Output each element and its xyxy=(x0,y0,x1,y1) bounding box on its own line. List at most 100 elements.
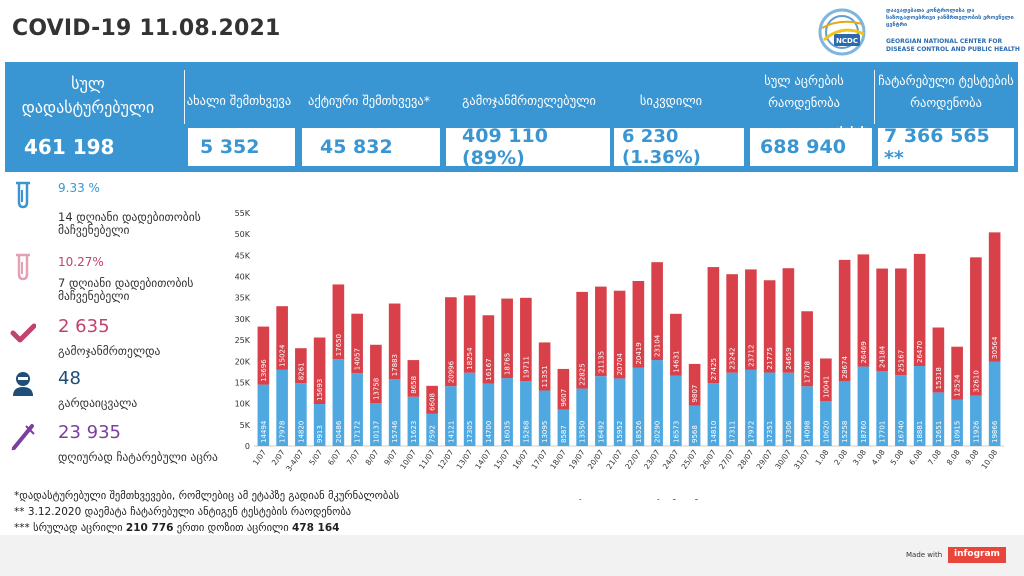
legend-label-antigen: დღიური ანტიგენი xyxy=(634,498,703,500)
vaccinated-day-caption: დღიურად ჩატარებული აცრა xyxy=(58,450,218,464)
vaccinations-value: 688 940 xyxy=(750,128,872,166)
bar-pcr xyxy=(913,366,926,446)
bar-antigen xyxy=(276,306,288,370)
data-label-pcr: 17701 xyxy=(879,421,887,443)
bar-antigen xyxy=(838,259,851,382)
data-label-pcr: 15268 xyxy=(522,421,530,443)
y-tick-label: 0 xyxy=(245,442,250,451)
x-tick-label: 7/07 xyxy=(345,448,362,467)
bar-antigen xyxy=(332,284,345,360)
data-label-antigen: 24184 xyxy=(879,345,887,368)
y-tick-label: 30K xyxy=(235,315,251,324)
x-tick-label: 2.08 xyxy=(832,448,849,467)
logo-badge: NCDC xyxy=(836,37,858,45)
deaths-day-caption: გარდაიცვალა xyxy=(58,396,138,410)
bar-antigen xyxy=(351,313,363,374)
data-label-pcr: 19866 xyxy=(991,420,999,443)
data-label-antigen: 20996 xyxy=(447,360,455,383)
bar-antigen xyxy=(688,363,701,406)
bar-antigen xyxy=(857,254,870,367)
y-tick-label: 20K xyxy=(235,357,251,366)
bar-pcr xyxy=(707,383,720,446)
footnote-vaccination: *** სრულად აცრილი 210 776 ერთი დოზით აცრ… xyxy=(14,522,339,534)
data-label-antigen: 8261 xyxy=(297,362,305,380)
x-tick-label: 19/07 xyxy=(567,448,587,471)
deaths-day-value: 48 xyxy=(58,368,81,389)
bar-pcr xyxy=(295,383,307,446)
data-label-pcr: 13550 xyxy=(579,421,587,443)
data-label-antigen: 11351 xyxy=(541,365,549,387)
x-tick-label: 2/07 xyxy=(270,448,287,467)
total-confirmed-label: სულ დადასტურებული xyxy=(8,72,168,120)
bar-pcr xyxy=(388,379,401,446)
x-tick-label: 22/07 xyxy=(623,448,643,471)
bar-pcr xyxy=(351,373,363,446)
x-tick-label: 3.08 xyxy=(851,448,868,467)
bar-antigen xyxy=(895,268,907,376)
bar-antigen xyxy=(463,295,476,373)
data-label-antigen: 23712 xyxy=(747,345,755,367)
x-tick-label: 1.08 xyxy=(814,448,831,467)
bar-antigen xyxy=(801,311,813,387)
footnote-vacc-full: 210 776 xyxy=(125,522,174,534)
data-label-antigen: 21775 xyxy=(766,347,774,369)
data-label-pcr: 17972 xyxy=(747,421,755,443)
bar-antigen xyxy=(820,358,832,402)
x-tick-label: 21/07 xyxy=(604,448,624,471)
data-label-antigen: 21135 xyxy=(597,351,605,373)
bar-pcr xyxy=(501,378,513,446)
banner-divider xyxy=(184,70,185,124)
data-label-pcr: 14820 xyxy=(297,421,305,443)
y-tick-label: 40K xyxy=(235,273,251,282)
bar-pcr xyxy=(370,403,382,446)
data-label-pcr: 18526 xyxy=(635,420,643,443)
x-tick-label: 15/07 xyxy=(492,448,512,471)
x-tick-label: 13/07 xyxy=(454,448,474,471)
x-tick-label: 10.08 xyxy=(980,448,1000,471)
infogram-link[interactable]: infogram xyxy=(948,547,1006,563)
bar-antigen xyxy=(426,385,438,414)
data-label-antigen: 14631 xyxy=(672,351,680,373)
data-label-pcr: 14121 xyxy=(447,421,455,443)
tests-value: 7 366 565 ** xyxy=(878,125,1014,169)
footnote-vacc-mid: ერთი დოზით აცრილი xyxy=(173,522,292,534)
vaccinations-label-line2: რაოდენობა xyxy=(768,95,840,110)
bar-pcr xyxy=(763,372,776,446)
bar-pcr xyxy=(407,396,420,446)
y-tick-label: 45K xyxy=(235,251,251,260)
x-tick-label: 30/07 xyxy=(773,448,793,471)
data-label-pcr: 10137 xyxy=(372,421,380,443)
bar-pcr xyxy=(613,378,626,446)
checkmark-icon xyxy=(10,323,36,343)
x-tick-label: 9/07 xyxy=(382,448,399,467)
data-label-pcr: 17306 xyxy=(785,420,793,443)
new-cases-value: 5 352 xyxy=(188,128,295,166)
data-label-pcr: 16035 xyxy=(504,421,512,443)
bar-antigen xyxy=(951,346,963,400)
data-label-antigen: 15024 xyxy=(279,344,287,367)
bar-antigen xyxy=(726,274,738,373)
bar-pcr xyxy=(651,360,663,446)
data-label-pcr: 17172 xyxy=(354,421,362,443)
tests-label-line1: ჩატარებული ტესტების xyxy=(878,73,1014,88)
data-label-antigen: 28674 xyxy=(841,356,849,379)
bar-pcr xyxy=(670,375,682,446)
ncdc-logo: NCDC დაავადებათა კონტროლისა და საზოგადოე… xyxy=(812,4,1022,60)
data-label-pcr: 7592 xyxy=(429,425,437,443)
bar-antigen xyxy=(595,286,607,377)
data-label-antigen: 24659 xyxy=(785,347,793,369)
bar-pcr xyxy=(520,381,532,446)
data-label-pcr: 14494 xyxy=(260,420,268,443)
positivity-14-pct: 9.33 % xyxy=(58,181,100,195)
data-label-antigen: 16167 xyxy=(485,358,493,380)
footnote-antigen: ** 3.12.2020 დაემატა ჩატარებული ანტიგენ … xyxy=(14,506,352,518)
x-tick-label: 7.08 xyxy=(926,448,943,467)
y-tick-label: 35K xyxy=(235,294,251,303)
x-tick-label: 10/07 xyxy=(398,448,418,471)
bar-antigen xyxy=(576,291,588,389)
y-tick-label: 15K xyxy=(235,378,251,387)
bar-pcr xyxy=(988,361,1001,446)
bar-antigen xyxy=(313,337,326,405)
x-tick-label: 16/07 xyxy=(511,448,531,471)
